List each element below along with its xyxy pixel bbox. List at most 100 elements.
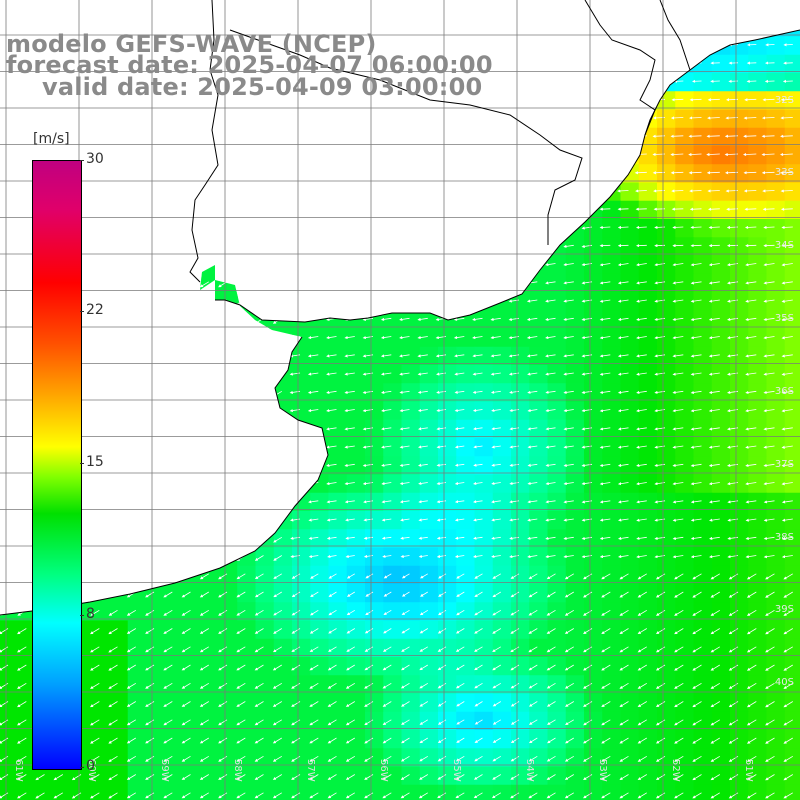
field-cell xyxy=(474,328,494,348)
wind-arrow xyxy=(145,372,155,379)
wind-arrow xyxy=(126,445,137,452)
field-cell xyxy=(182,511,202,530)
field-cell xyxy=(748,237,768,257)
field-cell xyxy=(730,0,749,19)
wind-arrow xyxy=(565,26,574,27)
wind-arrow xyxy=(273,591,283,598)
wind-arrow xyxy=(326,354,337,358)
field-cell xyxy=(401,328,421,348)
wind-arrow xyxy=(435,208,447,212)
field-cell xyxy=(109,237,129,257)
field-cell xyxy=(127,784,147,800)
wind-arrow xyxy=(365,573,374,579)
field-cell xyxy=(146,292,165,311)
field-cell xyxy=(657,346,676,366)
wind-arrow xyxy=(181,299,191,306)
wind-arrow xyxy=(636,409,647,413)
field-cell xyxy=(565,73,585,92)
wind-arrow xyxy=(0,500,9,507)
field-cell xyxy=(0,693,19,713)
field-cell xyxy=(237,784,257,800)
field-cell xyxy=(419,383,439,403)
field-cell xyxy=(292,255,311,275)
field-cell xyxy=(766,383,786,403)
wind-arrow xyxy=(727,390,739,395)
wind-arrow xyxy=(617,116,629,120)
wind-arrow xyxy=(327,554,337,559)
wind-arrow xyxy=(108,208,118,215)
wind-arrow xyxy=(453,153,465,157)
wind-arrow xyxy=(145,555,155,561)
field-cell xyxy=(675,383,695,403)
field-cell xyxy=(401,511,421,530)
field-cell xyxy=(638,784,658,800)
field-cell xyxy=(565,547,585,567)
field-cell xyxy=(383,565,403,585)
wind-arrow xyxy=(273,609,283,616)
field-cell xyxy=(347,0,366,19)
wind-arrow xyxy=(781,281,793,285)
wind-arrow xyxy=(145,518,155,525)
field-cell xyxy=(219,730,238,749)
field-cell xyxy=(292,292,311,311)
wind-arrow xyxy=(399,445,410,449)
field-cell xyxy=(127,602,147,622)
field-cell xyxy=(675,419,695,439)
field-cell xyxy=(511,675,530,695)
wind-arrow xyxy=(436,554,447,559)
field-cell xyxy=(638,328,658,348)
field-cell xyxy=(474,584,494,603)
field-cell xyxy=(638,438,658,457)
wind-arrow xyxy=(672,445,684,449)
wind-arrow xyxy=(17,80,27,87)
field-cell xyxy=(693,748,713,768)
wind-arrow xyxy=(399,335,410,340)
field-cell xyxy=(529,30,549,38)
wind-arrow xyxy=(17,555,27,561)
wind-arrow xyxy=(399,189,410,194)
field-cell xyxy=(401,657,421,676)
wind-arrow xyxy=(508,171,520,175)
field-cell xyxy=(584,730,603,749)
wind-arrow xyxy=(546,573,556,580)
wind-arrow xyxy=(563,98,574,102)
wind-arrow xyxy=(289,189,301,194)
field-cell xyxy=(292,219,311,238)
wind-arrow xyxy=(674,573,684,580)
wind-arrow xyxy=(563,445,574,449)
field-cell xyxy=(292,638,311,658)
wind-arrow xyxy=(508,62,520,66)
field-cell xyxy=(602,547,622,567)
wind-arrow xyxy=(781,354,793,358)
field-cell xyxy=(638,292,658,311)
wind-arrow xyxy=(510,591,520,598)
wind-arrow xyxy=(181,171,191,178)
field-cell xyxy=(292,237,311,257)
wind-arrow xyxy=(636,299,647,303)
wind-arrow xyxy=(382,554,392,558)
wind-arrow xyxy=(490,244,501,248)
wind-arrow xyxy=(108,226,118,233)
wind-arrow xyxy=(0,482,9,488)
field-cell xyxy=(401,127,421,147)
wind-arrow xyxy=(545,80,556,84)
field-cell xyxy=(638,511,658,530)
wind-arrow xyxy=(399,463,410,467)
wind-arrow xyxy=(0,80,9,87)
wind-arrow xyxy=(163,117,173,123)
field-cell xyxy=(365,365,384,384)
field-cell xyxy=(273,474,293,494)
wind-arrow xyxy=(526,80,538,84)
wind-arrow xyxy=(181,117,191,123)
wind-arrow xyxy=(563,427,574,431)
wind-arrow xyxy=(508,189,520,194)
field-cell xyxy=(492,401,512,421)
wind-arrow xyxy=(236,226,246,233)
wind-arrow xyxy=(599,189,611,193)
field-cell xyxy=(474,638,494,658)
wind-arrow xyxy=(636,281,647,285)
field-cell xyxy=(200,456,220,476)
wind-arrow xyxy=(289,299,301,303)
wind-arrow xyxy=(435,281,447,285)
field-cell xyxy=(383,529,403,549)
